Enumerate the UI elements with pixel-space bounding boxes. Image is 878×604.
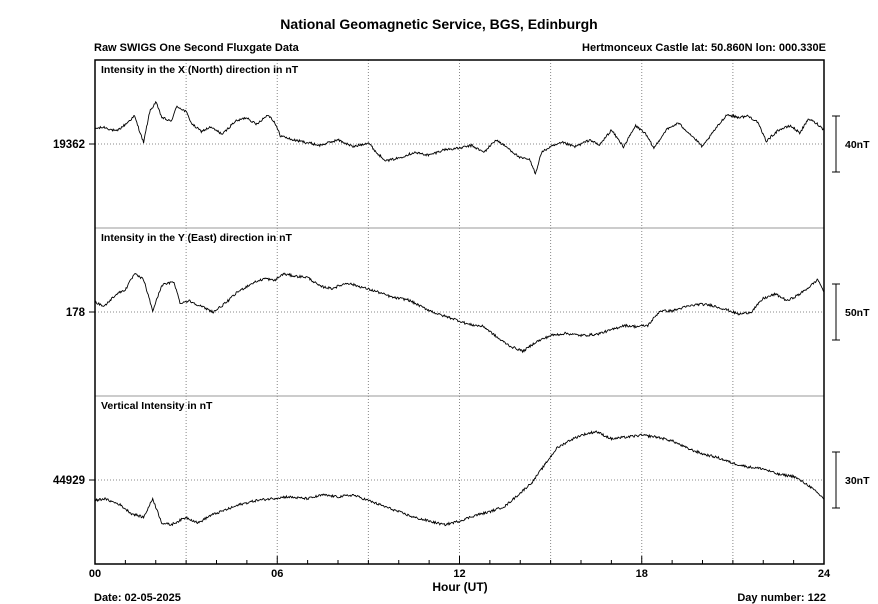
scale-bar-label-2: 50nT xyxy=(845,307,870,319)
day-number-label: Day number: 122 xyxy=(737,592,826,604)
series-line-2 xyxy=(94,272,825,354)
center-value-label-3: 44929 xyxy=(53,475,85,487)
center-value-label-1: 19362 xyxy=(53,139,85,151)
center-value-label-2: 178 xyxy=(66,307,86,319)
x-tick-label: 12 xyxy=(453,568,465,580)
panel-title-2: Intensity in the Y (East) direction in n… xyxy=(101,232,293,244)
data-source-label: Raw SWIGS One Second Fluxgate Data xyxy=(94,42,299,54)
series-line-1 xyxy=(94,100,825,175)
x-tick-label: 06 xyxy=(271,568,283,580)
panel-title-3: Vertical Intensity in nT xyxy=(101,400,213,412)
scale-bar-label-1: 40nT xyxy=(845,139,870,151)
scale-bar-label-3: 30nT xyxy=(845,475,870,487)
date-label: Date: 02-05-2025 xyxy=(94,592,181,604)
series-line-3 xyxy=(94,430,825,527)
panel-title-1: Intensity in the X (North) direction in … xyxy=(101,64,299,76)
x-tick-label: 00 xyxy=(89,568,101,580)
x-tick-label: 18 xyxy=(636,568,648,580)
x-axis-title: Hour (UT) xyxy=(432,580,488,594)
chart-title: National Geomagnetic Service, BGS, Edinb… xyxy=(280,16,598,32)
x-tick-label: 24 xyxy=(818,568,831,580)
station-location-label: Hertmonceux Castle lat: 50.860N lon: 000… xyxy=(582,42,826,54)
